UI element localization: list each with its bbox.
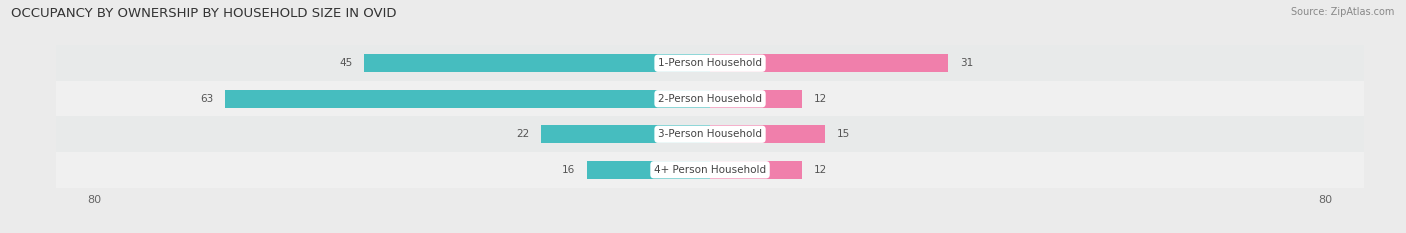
Text: 1-Person Household: 1-Person Household [658,58,762,68]
Bar [710,89,803,108]
Text: 3-Person Household: 3-Person Household [658,129,762,139]
Bar [710,125,825,144]
Bar [364,54,710,72]
Bar [56,152,1364,188]
Text: 4+ Person Household: 4+ Person Household [654,165,766,175]
Text: OCCUPANCY BY OWNERSHIP BY HOUSEHOLD SIZE IN OVID: OCCUPANCY BY OWNERSHIP BY HOUSEHOLD SIZE… [11,7,396,20]
Text: Source: ZipAtlas.com: Source: ZipAtlas.com [1291,7,1395,17]
Text: 2-Person Household: 2-Person Household [658,94,762,104]
Bar [710,161,803,179]
Bar [541,125,710,144]
Text: 22: 22 [516,129,529,139]
Bar [56,45,1364,81]
Text: 12: 12 [814,165,827,175]
Bar [710,54,949,72]
Text: 15: 15 [837,129,851,139]
Text: 12: 12 [814,94,827,104]
Bar [225,89,710,108]
Bar [56,116,1364,152]
Text: 45: 45 [339,58,353,68]
Text: 16: 16 [562,165,575,175]
Bar [56,81,1364,116]
Text: 31: 31 [960,58,973,68]
Bar [586,161,710,179]
Text: 63: 63 [201,94,214,104]
